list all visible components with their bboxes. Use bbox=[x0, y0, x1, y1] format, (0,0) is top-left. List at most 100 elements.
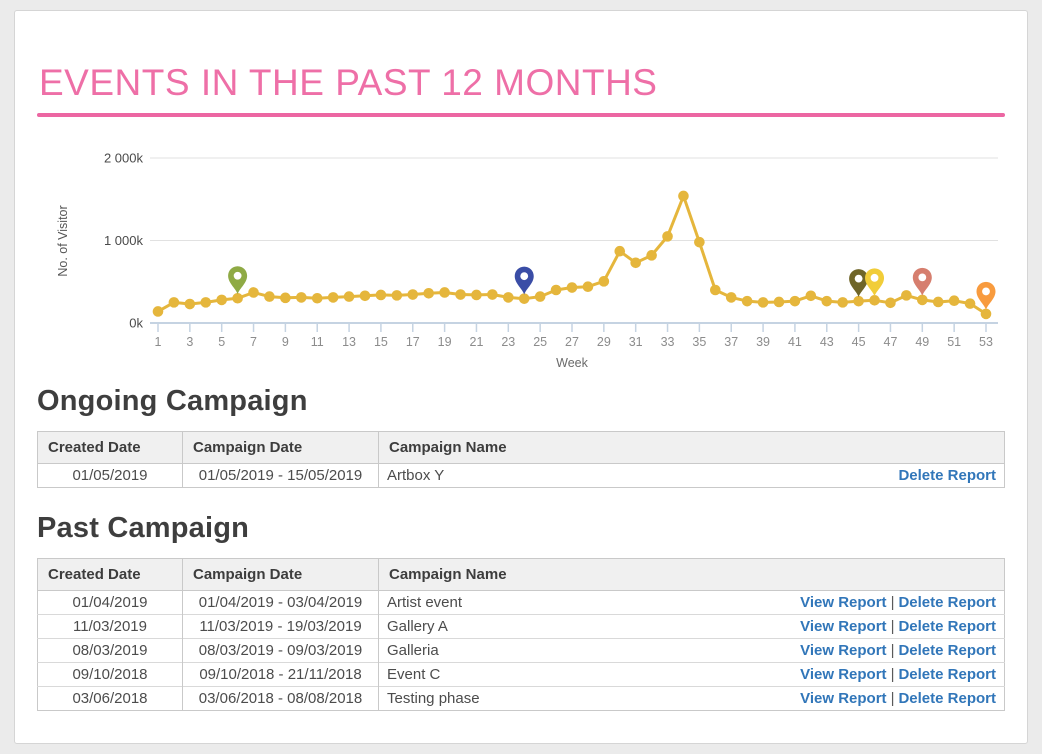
data-point bbox=[264, 290, 275, 302]
x-tick-label: 35 bbox=[692, 335, 706, 349]
report-card: EVENTS IN THE PAST 12 MONTHS 0k 1 000k 2 0… bbox=[14, 10, 1028, 744]
campaign-name-cell: Event C bbox=[378, 662, 770, 687]
data-point bbox=[964, 298, 976, 309]
pin-hole bbox=[982, 287, 990, 296]
campaign-date-cell: 08/03/2019 - 09/03/2019 bbox=[182, 638, 379, 663]
data-point bbox=[168, 296, 180, 308]
data-point bbox=[741, 295, 753, 307]
campaign-date-cell: 01/04/2019 - 03/04/2019 bbox=[182, 590, 379, 615]
row-actions: View Report | Delete Report bbox=[769, 638, 1005, 663]
data-point bbox=[694, 236, 705, 248]
data-point bbox=[439, 286, 450, 298]
x-tick-label: 23 bbox=[501, 335, 515, 349]
delete-report-link[interactable]: Delete Report bbox=[898, 618, 996, 636]
column-header-created-date: Created Date bbox=[37, 558, 183, 592]
column-header-campaign-name: Campaign Name bbox=[378, 558, 1005, 592]
campaign-olive-pin-icon[interactable] bbox=[849, 268, 869, 297]
campaign-date-cell: 11/03/2019 - 19/03/2019 bbox=[182, 614, 379, 639]
x-tick-label: 13 bbox=[342, 335, 356, 349]
data-point bbox=[550, 284, 562, 295]
x-tick-label: 33 bbox=[661, 335, 675, 349]
campaign-date-cell: 09/10/2018 - 21/11/2018 bbox=[182, 662, 379, 687]
y-axis-title: No. of Visitor bbox=[56, 205, 70, 276]
campaign-blue-pin-icon[interactable] bbox=[514, 266, 534, 295]
action-separator: | bbox=[890, 642, 895, 660]
visitors-data-points bbox=[152, 190, 992, 319]
data-point bbox=[582, 281, 594, 292]
campaign-date-cell: 01/05/2019 - 15/05/2019 bbox=[182, 463, 379, 488]
x-tick-label: 51 bbox=[947, 335, 961, 349]
view-report-link[interactable]: View Report bbox=[800, 666, 887, 684]
action-separator: | bbox=[890, 690, 895, 708]
data-point bbox=[471, 289, 482, 300]
x-tick-label: 11 bbox=[311, 335, 324, 349]
campaign-green-pin-icon[interactable] bbox=[228, 265, 248, 294]
campaign-name-cell: Artist event bbox=[378, 590, 770, 615]
data-point bbox=[662, 230, 673, 242]
data-point bbox=[837, 296, 848, 308]
view-report-link[interactable]: View Report bbox=[800, 690, 887, 708]
data-point bbox=[869, 294, 880, 306]
campaign-orange-pin-icon[interactable] bbox=[976, 281, 996, 310]
created-date-cell: 01/05/2019 bbox=[37, 463, 183, 488]
table-row: 11/03/2019 11/03/2019 - 19/03/2019 Gallery… bbox=[37, 614, 1005, 639]
data-point bbox=[503, 291, 514, 303]
data-point bbox=[614, 245, 626, 257]
created-date-cell: 03/06/2018 bbox=[37, 686, 183, 711]
campaign-yellow-pin-icon[interactable] bbox=[865, 268, 885, 296]
x-tick-label: 3 bbox=[186, 335, 193, 349]
data-point bbox=[487, 288, 498, 300]
data-point bbox=[917, 294, 928, 305]
pin-hole bbox=[854, 274, 863, 283]
data-point bbox=[598, 275, 610, 287]
pin-body bbox=[912, 267, 932, 296]
column-header-created-date: Created Date bbox=[37, 431, 183, 465]
data-point bbox=[200, 296, 212, 308]
data-point bbox=[518, 293, 530, 304]
view-report-link[interactable]: View Report bbox=[800, 594, 887, 612]
delete-report-link[interactable]: Delete Report bbox=[898, 467, 996, 485]
campaign-salmon-pin-icon[interactable] bbox=[912, 267, 932, 296]
chart-gridlines: 0k 1 000k 2 000k bbox=[104, 150, 998, 330]
campaign-name-cell: Gallery A bbox=[378, 614, 770, 639]
y-tick-label: 1 000k bbox=[104, 233, 144, 248]
delete-report-link[interactable]: Delete Report bbox=[898, 594, 996, 612]
x-tick-label: 43 bbox=[820, 335, 834, 349]
pin-body bbox=[228, 265, 248, 294]
y-tick-label: 0k bbox=[129, 315, 143, 330]
x-tick-label: 7 bbox=[250, 335, 257, 349]
delete-report-link[interactable]: Delete Report bbox=[898, 642, 996, 660]
x-tick-label: 15 bbox=[374, 335, 388, 349]
created-date-cell: 01/04/2019 bbox=[37, 590, 183, 615]
column-header-campaign-date: Campaign Date bbox=[182, 558, 379, 592]
data-point bbox=[678, 190, 689, 201]
x-axis-ticks: 1 3 5 7 9 11 13 15 17 19 21 23 25 27 29 31 33 35 37 39 41 43 4… bbox=[155, 323, 993, 349]
y-tick-label: 2 000k bbox=[104, 150, 144, 165]
delete-report-link[interactable]: Delete Report bbox=[898, 666, 996, 684]
data-point bbox=[932, 296, 944, 307]
data-point bbox=[152, 305, 164, 317]
data-point bbox=[375, 289, 387, 300]
table-header-row: Created Date Campaign Date Campaign Name bbox=[37, 431, 1005, 465]
x-tick-label: 49 bbox=[915, 335, 929, 349]
x-tick-label: 47 bbox=[884, 335, 898, 349]
x-tick-label: 9 bbox=[282, 335, 289, 349]
delete-report-link[interactable]: Delete Report bbox=[898, 690, 996, 708]
title-underline bbox=[37, 112, 1005, 117]
data-point bbox=[566, 281, 578, 293]
table-row: 08/03/2019 08/03/2019 - 09/03/2019 Galleri… bbox=[37, 638, 1005, 663]
pin-hole bbox=[870, 273, 879, 282]
data-point bbox=[455, 288, 466, 300]
created-date-cell: 09/10/2018 bbox=[37, 662, 183, 687]
view-report-link[interactable]: View Report bbox=[800, 642, 887, 660]
data-point bbox=[853, 295, 864, 307]
x-tick-label: 53 bbox=[979, 335, 993, 349]
data-point bbox=[407, 288, 419, 300]
campaign-name-cell: Artbox Y bbox=[378, 463, 770, 488]
table-row: 09/10/2018 09/10/2018 - 21/11/2018 Event C… bbox=[37, 662, 1005, 687]
table-row: 01/04/2019 01/04/2019 - 03/04/2019 Artist … bbox=[37, 590, 1005, 615]
view-report-link[interactable]: View Report bbox=[800, 618, 887, 636]
x-tick-label: 29 bbox=[597, 335, 611, 349]
table-row: 03/06/2018 03/06/2018 - 08/08/2018 Testing… bbox=[37, 686, 1005, 711]
